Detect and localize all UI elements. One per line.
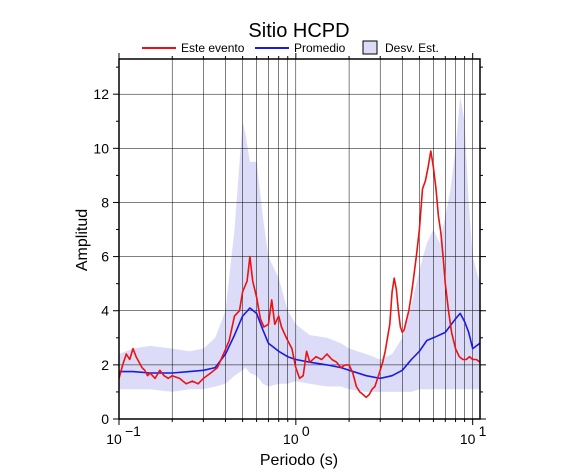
y-tick-label: 2 [101,357,109,373]
x-tick-label: 10 [283,431,299,447]
x-axis-label: Periodo (s) [260,452,338,469]
x-tick-exponent: 0 [302,423,310,439]
std-dev-band-layer [119,96,480,392]
y-tick-label: 8 [101,194,109,210]
chart-title: Sitio HCPD [248,20,349,42]
y-tick-label: 6 [101,249,109,265]
plot-frame [118,58,481,420]
series-line [118,150,481,399]
y-tick-label: 0 [101,411,109,427]
series-line [119,307,481,380]
series-line-layer [118,150,481,399]
legend-label-desv-est: Desv. Est. [385,41,439,55]
x-tick-label: 10 [106,431,122,447]
legend-label-promedio: Promedio [294,41,346,55]
legend-label-este-evento: Este evento [181,41,245,55]
legend: Este evento Promedio Desv. Est. [142,40,439,55]
y-tick-label: 12 [93,86,109,102]
y-tick-label: 4 [101,303,109,319]
x-tick-exponent: −1 [125,423,141,439]
grid-layer [118,59,480,420]
y-tick-label: 10 [93,140,109,156]
std-dev-band [119,96,480,392]
legend-swatch-desv-est [362,40,378,55]
y-axis-label: Amplitud [74,209,91,271]
x-tick-label: 10 [460,431,476,447]
x-tick-exponent: 1 [479,423,487,439]
